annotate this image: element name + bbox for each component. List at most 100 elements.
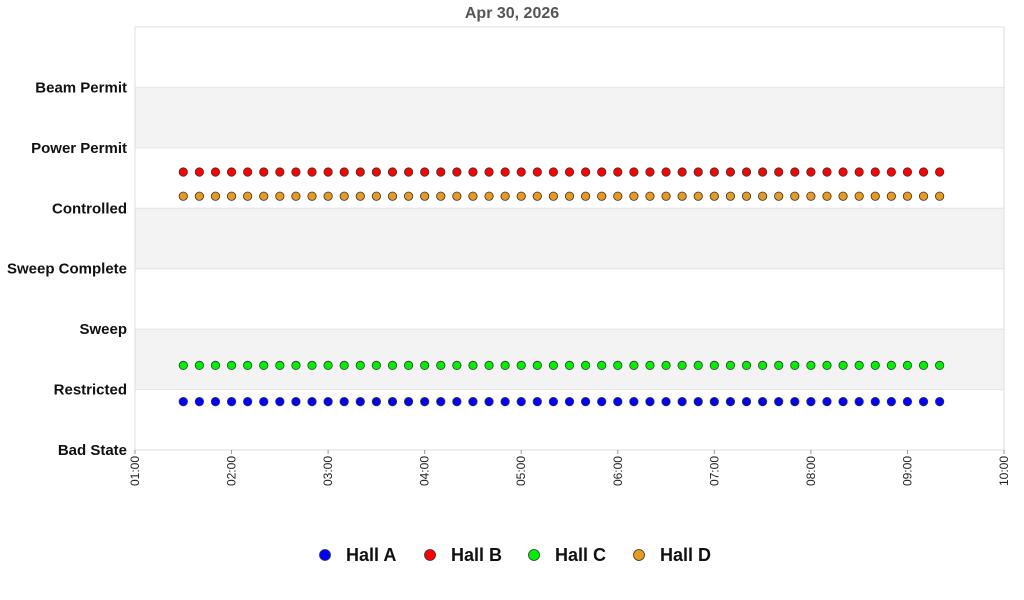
grid-band: [135, 208, 1004, 269]
data-point: [275, 191, 285, 201]
data-point: [387, 167, 398, 177]
data-point: [629, 191, 639, 201]
x-tick-label: 02:00: [225, 456, 239, 486]
data-point: [323, 167, 333, 177]
data-point: [307, 360, 317, 370]
data-point: [452, 191, 462, 201]
data-point: [323, 360, 333, 370]
data-point: [371, 360, 381, 370]
data-point: [758, 397, 768, 407]
data-point: [741, 191, 752, 201]
y-tick-label: Beam Permit: [35, 79, 127, 96]
data-point: [935, 360, 945, 370]
data-point: [870, 360, 880, 370]
data-point: [371, 397, 381, 407]
legend-marker: [528, 549, 540, 561]
grid-band: [135, 27, 1004, 88]
x-axis: 01:00 02:00 03:00 04:00 05:00 06:00 07:00 08:00…: [128, 450, 1011, 486]
data-point: [323, 191, 333, 201]
data-point: [420, 191, 430, 201]
data-point: [291, 360, 301, 370]
data-point: [725, 360, 736, 370]
data-point: [323, 397, 333, 407]
data-point: [870, 191, 880, 201]
data-point: [918, 167, 929, 177]
data-point: [500, 397, 510, 407]
data-point: [564, 191, 575, 201]
data-point: [790, 360, 800, 370]
data-point: [709, 167, 719, 177]
data-point: [758, 360, 768, 370]
data-point: [918, 191, 929, 201]
data-point: [403, 360, 414, 370]
legend-marker: [633, 549, 645, 561]
data-point: [902, 191, 913, 201]
plot-background-bands: [135, 27, 1004, 450]
data-point: [822, 397, 832, 407]
data-point: [403, 397, 414, 407]
data-point: [886, 360, 896, 370]
data-point: [935, 397, 945, 407]
data-point: [886, 191, 896, 201]
data-point: [854, 360, 864, 370]
data-point: [468, 360, 478, 370]
x-tick-label: 07:00: [707, 456, 721, 486]
data-point: [226, 397, 237, 407]
data-point: [194, 397, 204, 407]
data-point: [387, 360, 398, 370]
data-point: [854, 191, 864, 201]
data-point: [452, 397, 462, 407]
data-point: [259, 397, 269, 407]
series-points: [178, 360, 945, 370]
data-point: [452, 360, 462, 370]
data-point: [371, 167, 381, 177]
data-point: [564, 167, 575, 177]
plot-frame: [134, 26, 1005, 451]
data-point: [532, 191, 542, 201]
data-point: [709, 397, 719, 407]
data-point: [210, 360, 221, 370]
data-point: [902, 397, 913, 407]
data-point: [580, 397, 591, 407]
grid-band: [135, 329, 1004, 390]
data-point: [355, 167, 365, 177]
data-point: [259, 360, 269, 370]
data-point: [886, 397, 896, 407]
data-point: [806, 360, 816, 370]
data-point: [774, 360, 784, 370]
y-tick-label: Sweep: [79, 321, 127, 338]
data-point: [725, 191, 736, 201]
data-point: [677, 360, 687, 370]
series-points: [178, 167, 945, 177]
data-point: [532, 360, 542, 370]
data-point: [597, 360, 607, 370]
data-point: [902, 360, 913, 370]
data-point: [275, 167, 285, 177]
data-point: [597, 397, 607, 407]
data-point: [645, 167, 655, 177]
data-point: [275, 360, 285, 370]
data-point: [790, 191, 800, 201]
y-tick-label: Bad State: [58, 442, 127, 459]
series-points: [178, 191, 945, 201]
data-point: [870, 397, 880, 407]
y-tick-label: Controlled: [52, 200, 127, 217]
legend-marker: [319, 549, 331, 561]
data-point: [339, 191, 349, 201]
x-tick-label: 08:00: [804, 456, 818, 486]
data-point: [436, 360, 446, 370]
legend-label: Hall D: [660, 545, 711, 565]
x-tick-label: 05:00: [514, 456, 528, 486]
data-point: [484, 191, 494, 201]
data-point: [758, 167, 768, 177]
data-point: [597, 191, 607, 201]
data-point: [355, 360, 365, 370]
data-point: [339, 397, 349, 407]
data-point: [613, 397, 623, 407]
y-tick-label: Restricted: [54, 382, 127, 399]
data-point: [484, 167, 494, 177]
data-point: [645, 360, 655, 370]
data-point: [870, 167, 880, 177]
data-point: [307, 397, 317, 407]
